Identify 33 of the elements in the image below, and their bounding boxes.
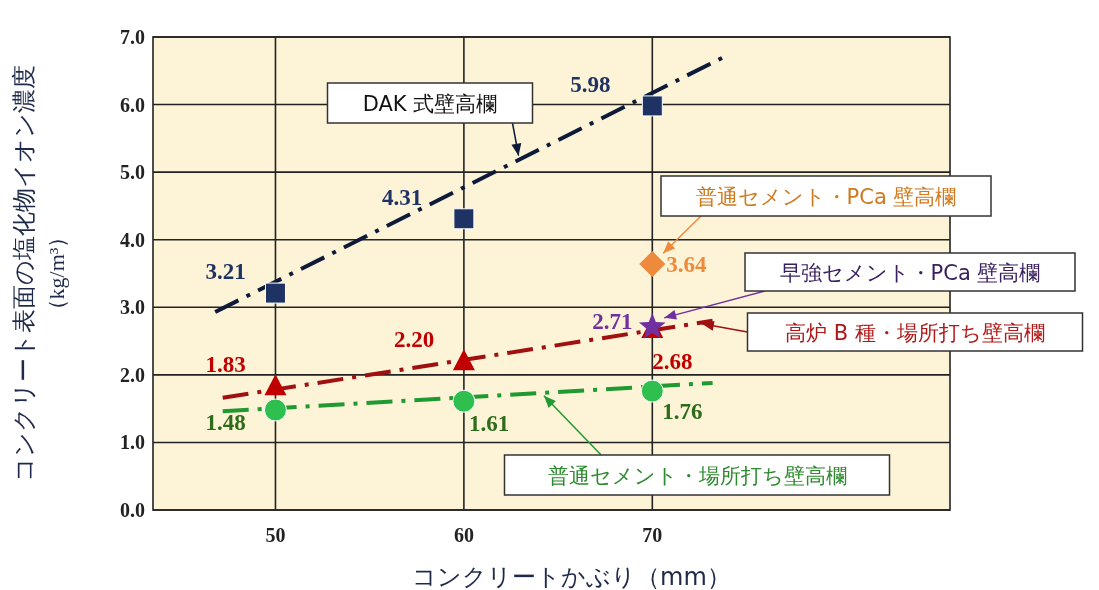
y-axis-title: コンクリート表面の塩化物イオン濃度（kg/m³） bbox=[10, 65, 69, 482]
x-tick-label: 50 bbox=[265, 524, 286, 546]
data-label: 1.48 bbox=[205, 409, 246, 435]
data-label: 3.64 bbox=[666, 252, 708, 278]
data-label: 2.71 bbox=[592, 308, 633, 334]
y-tick-label: 4.0 bbox=[120, 228, 145, 251]
y-tick-label: 2.0 bbox=[120, 363, 145, 386]
point bbox=[264, 374, 287, 396]
point bbox=[453, 208, 475, 230]
point bbox=[452, 389, 476, 413]
y-tick-label: 3.0 bbox=[120, 296, 145, 319]
point bbox=[263, 398, 287, 422]
x-tick-label: 60 bbox=[453, 524, 474, 546]
x-axis-title: コンクリートかぶり（mm） bbox=[412, 563, 731, 590]
data-label: 2.68 bbox=[652, 348, 693, 374]
data-label: 1.61 bbox=[468, 411, 510, 437]
point bbox=[640, 379, 664, 403]
point bbox=[264, 282, 286, 304]
y-tick-label: 1.0 bbox=[120, 431, 145, 454]
data-label: 4.31 bbox=[381, 184, 423, 210]
y-tick-label: 0.0 bbox=[120, 499, 145, 521]
y-tick-label: 6.0 bbox=[120, 93, 145, 116]
x-tick-label: 70 bbox=[642, 524, 663, 546]
y-tick-label: 7.0 bbox=[120, 26, 145, 48]
data-label: 2.20 bbox=[393, 327, 435, 353]
point bbox=[641, 95, 663, 117]
data-label: 3.21 bbox=[205, 259, 246, 285]
legend-label: 高炉 B 種・場所打ち壁高欄 bbox=[785, 321, 1045, 345]
y-tick-label: 5.0 bbox=[120, 161, 145, 184]
data-label: 1.76 bbox=[662, 399, 703, 425]
data-label: 5.98 bbox=[570, 71, 611, 97]
point bbox=[452, 349, 475, 371]
data-label: 1.83 bbox=[205, 352, 246, 378]
